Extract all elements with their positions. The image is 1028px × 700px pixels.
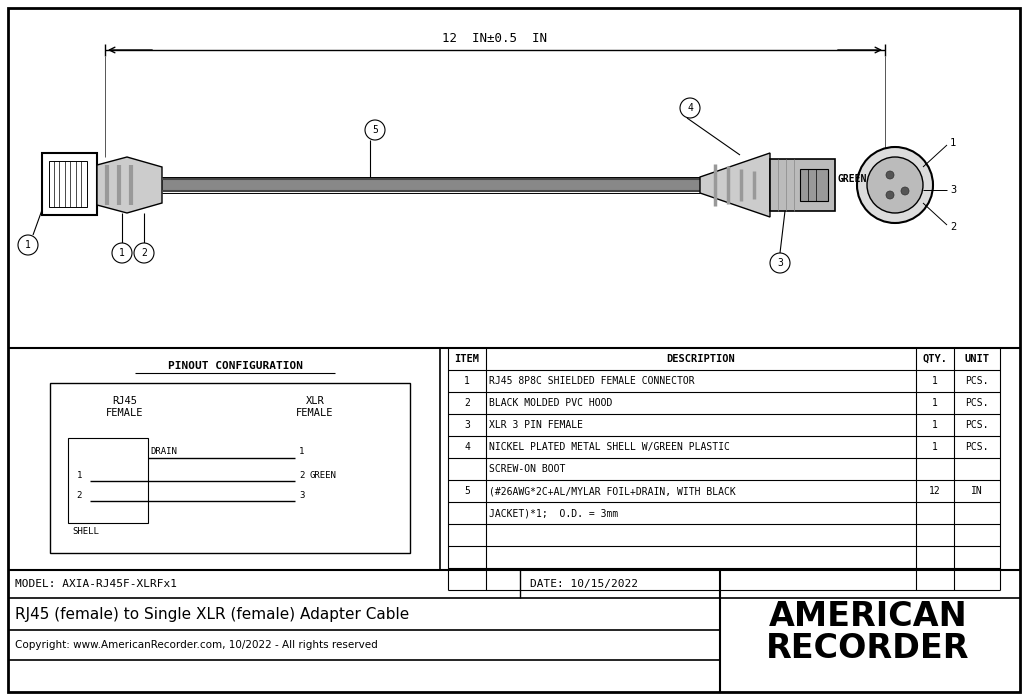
Text: GREEN: GREEN [838,174,868,184]
Circle shape [19,235,38,255]
Circle shape [867,157,923,213]
Text: MODEL: AXIA-RJ45F-XLRFx1: MODEL: AXIA-RJ45F-XLRFx1 [15,579,177,589]
Text: QTY.: QTY. [922,354,948,364]
Text: 1: 1 [25,240,31,250]
Text: DRAIN: DRAIN [150,447,177,456]
Text: 1: 1 [932,420,938,430]
Text: 12  IN±0.5  IN: 12 IN±0.5 IN [442,32,548,45]
Circle shape [112,243,132,263]
Text: 1: 1 [932,376,938,386]
Text: 4: 4 [687,103,693,113]
Circle shape [134,243,154,263]
Text: 2: 2 [141,248,147,258]
Bar [770,159,835,211]
Text: 3: 3 [950,185,956,195]
Bar [68,438,148,523]
Text: RJ45: RJ45 [112,396,138,406]
Circle shape [886,171,894,179]
Text: PCS.: PCS. [965,442,989,452]
Bar [50,383,410,553]
Text: 1: 1 [77,470,82,480]
Circle shape [901,187,909,195]
Polygon shape [700,153,770,217]
Text: GREEN: GREEN [309,470,336,480]
Text: RJ45 8P8C SHIELDED FEMALE CONNECTOR: RJ45 8P8C SHIELDED FEMALE CONNECTOR [489,376,695,386]
Text: 2: 2 [464,398,470,408]
Bar [800,169,828,201]
Text: FEMALE: FEMALE [296,408,334,418]
Text: PINOUT CONFIGURATION: PINOUT CONFIGURATION [168,361,302,371]
Bar [162,179,700,191]
Text: PCS.: PCS. [965,376,989,386]
Text: DESCRIPTION: DESCRIPTION [666,354,735,364]
Text: UNIT: UNIT [964,354,990,364]
Text: PCS.: PCS. [965,420,989,430]
Text: 2: 2 [299,470,304,480]
Text: 5: 5 [464,486,470,496]
Text: 3: 3 [464,420,470,430]
Text: 1: 1 [464,376,470,386]
Text: XLR 3 PIN FEMALE: XLR 3 PIN FEMALE [489,420,583,430]
Text: 2: 2 [77,491,82,500]
Text: XLR: XLR [305,396,325,406]
Circle shape [857,147,933,223]
Text: BLACK MOLDED PVC HOOD: BLACK MOLDED PVC HOOD [489,398,613,408]
Polygon shape [97,157,162,213]
Text: AMERICAN: AMERICAN [769,601,967,634]
Text: IN: IN [971,486,983,496]
Text: 12: 12 [929,486,941,496]
Text: JACKET)*1;  O.D. = 3mm: JACKET)*1; O.D. = 3mm [489,508,618,518]
Text: ITEM: ITEM [454,354,479,364]
Text: DATE: 10/15/2022: DATE: 10/15/2022 [530,579,638,589]
Text: NICKEL PLATED METAL SHELL W/GREEN PLASTIC: NICKEL PLATED METAL SHELL W/GREEN PLASTI… [489,442,730,452]
Circle shape [886,191,894,199]
Text: 4: 4 [464,442,470,452]
Text: Copyright: www.AmericanRecorder.com, 10/2022 - All rights reserved: Copyright: www.AmericanRecorder.com, 10/… [15,640,377,650]
Text: 1: 1 [932,398,938,408]
Text: FEMALE: FEMALE [106,408,144,418]
Text: 1: 1 [950,138,956,148]
Text: RECORDER: RECORDER [766,633,969,666]
Circle shape [770,253,790,273]
Text: SHELL: SHELL [72,526,99,536]
Circle shape [365,120,386,140]
Text: 3: 3 [777,258,783,268]
Text: 1: 1 [119,248,125,258]
Text: PCS.: PCS. [965,398,989,408]
Text: 1: 1 [299,447,304,456]
Text: 1: 1 [932,442,938,452]
Text: (#26AWG*2C+AL/MYLAR FOIL+DRAIN, WITH BLACK: (#26AWG*2C+AL/MYLAR FOIL+DRAIN, WITH BLA… [489,486,736,496]
Text: SCREW-ON BOOT: SCREW-ON BOOT [489,464,565,474]
Text: 5: 5 [372,125,378,135]
Text: 3: 3 [299,491,304,500]
Bar [42,153,97,215]
Text: 2: 2 [950,222,956,232]
Bar [49,161,87,207]
Circle shape [680,98,700,118]
Text: RJ45 (female) to Single XLR (female) Adapter Cable: RJ45 (female) to Single XLR (female) Ada… [15,606,409,622]
